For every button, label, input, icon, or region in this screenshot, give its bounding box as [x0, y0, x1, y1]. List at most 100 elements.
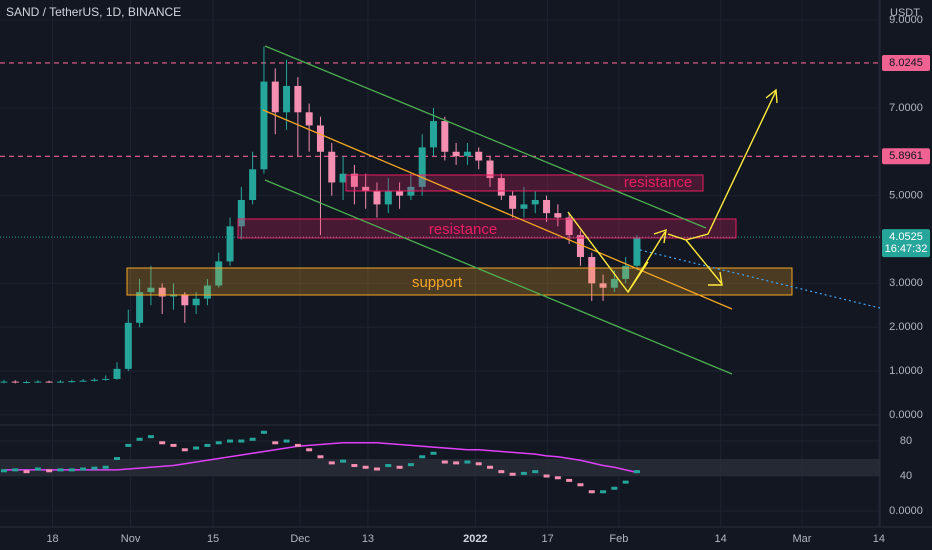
- rsi-point: [362, 465, 369, 469]
- rsi-point: [487, 465, 494, 469]
- candle-body: [622, 265, 630, 279]
- price-lines: [0, 62, 880, 238]
- candle-body: [328, 151, 336, 183]
- candle-body: [554, 213, 562, 218]
- resistance-zone: [237, 218, 737, 239]
- candle-body: [430, 121, 438, 148]
- y-tick-label: 0.0000: [889, 409, 923, 421]
- x-tick-label: 14: [714, 533, 726, 545]
- projection-arrows: [567, 88, 778, 294]
- candle-body: [543, 200, 551, 214]
- price-label-box: [882, 54, 930, 71]
- y-tick-label: 5.0000: [889, 190, 923, 202]
- rsi-point: [260, 430, 267, 434]
- rsi-point: [385, 464, 392, 468]
- y-tick-label: 3.0000: [889, 277, 923, 289]
- rsi-point: [80, 467, 87, 471]
- candle-body: [497, 178, 505, 196]
- rsi-point: [249, 437, 256, 441]
- x-tick-label: 15: [207, 533, 219, 545]
- rsi-point: [68, 468, 75, 472]
- rsi-point: [91, 466, 98, 470]
- rsi-point: [125, 443, 132, 447]
- rsi-point: [238, 439, 245, 443]
- rsi-point: [46, 469, 53, 473]
- arrow: [685, 90, 777, 241]
- rsi-point: [532, 470, 539, 474]
- candle-body: [0, 381, 8, 383]
- candle-body: [192, 298, 200, 306]
- annotation: support: [412, 274, 463, 291]
- rsi-point: [306, 448, 313, 452]
- candle-body: [588, 257, 596, 284]
- rsi-point: [136, 437, 143, 441]
- candle-body: [531, 200, 539, 205]
- rsi-point: [181, 448, 188, 452]
- channel-line: [264, 45, 707, 229]
- price-label: 4.0525: [889, 231, 923, 243]
- rsi-point: [622, 480, 629, 484]
- rsi-point: [283, 439, 290, 443]
- price-label-box: [882, 148, 930, 165]
- candle-body: [181, 294, 189, 306]
- candle-body: [486, 160, 494, 179]
- price-label: 8.0245: [889, 57, 923, 69]
- candle-body: [362, 186, 370, 192]
- candle-body: [124, 322, 132, 369]
- candle-body: [136, 292, 144, 323]
- channel-line: [264, 179, 733, 375]
- candle-body: [45, 381, 53, 383]
- chart-title: SAND / TetherUS, 1D, BINANCE: [6, 5, 181, 19]
- x-tick-label: Nov: [121, 533, 141, 545]
- candle-body: [305, 112, 313, 126]
- y-tick-label: 1.0000: [889, 365, 923, 377]
- y-tick-label: 2.0000: [889, 321, 923, 333]
- candle-body: [113, 368, 121, 379]
- candle-body: [384, 191, 392, 205]
- rsi-point: [373, 467, 380, 471]
- y-tick-label: 80: [900, 435, 912, 447]
- trend-line: [262, 109, 733, 310]
- candle-body: [203, 285, 211, 299]
- rsi-point: [193, 446, 200, 450]
- candle-body: [283, 85, 291, 113]
- y-tick-label: 9.0000: [889, 14, 923, 26]
- candle-body: [294, 85, 302, 113]
- candle-body: [158, 287, 166, 297]
- rsi-point: [554, 476, 561, 480]
- rsi-point: [566, 478, 573, 482]
- rsi-point: [543, 474, 550, 478]
- rsi-point: [12, 468, 19, 472]
- rsi-point: [600, 490, 607, 494]
- candle-body: [339, 173, 347, 183]
- arrow: [667, 233, 687, 241]
- x-tick-label: 14: [873, 533, 885, 545]
- candle-body: [441, 121, 449, 152]
- candle-body: [11, 381, 19, 383]
- y-tick-label: 40: [900, 470, 912, 482]
- support-zone: [126, 267, 793, 296]
- rsi-point: [102, 465, 109, 469]
- y-tick-label: 0.0000: [889, 505, 923, 517]
- candle-body: [90, 379, 98, 381]
- countdown: 16:47:32: [885, 243, 928, 255]
- candle-body: [520, 204, 528, 209]
- annotation: resistance: [429, 221, 497, 238]
- rsi-point: [475, 462, 482, 466]
- candle-body: [452, 151, 460, 157]
- rsi-point: [113, 457, 120, 461]
- rsi-point: [340, 459, 347, 463]
- rsi-point: [498, 470, 505, 474]
- arrow: [685, 239, 723, 285]
- candle-body: [34, 381, 42, 383]
- resistance-zone: [345, 174, 704, 192]
- rsi-point: [272, 441, 279, 445]
- price-label: 5.8961: [889, 150, 923, 162]
- candle-body: [576, 235, 584, 258]
- rsi-point: [441, 460, 448, 464]
- candle-body: [215, 261, 223, 286]
- rsi-point: [317, 455, 324, 459]
- x-tick-label: Feb: [609, 533, 628, 545]
- rsi-point: [407, 463, 414, 467]
